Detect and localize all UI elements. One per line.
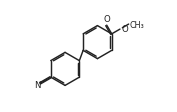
Text: O: O bbox=[103, 15, 110, 24]
Text: N: N bbox=[34, 81, 41, 89]
Text: O: O bbox=[122, 25, 128, 34]
Text: CH₃: CH₃ bbox=[129, 20, 144, 29]
